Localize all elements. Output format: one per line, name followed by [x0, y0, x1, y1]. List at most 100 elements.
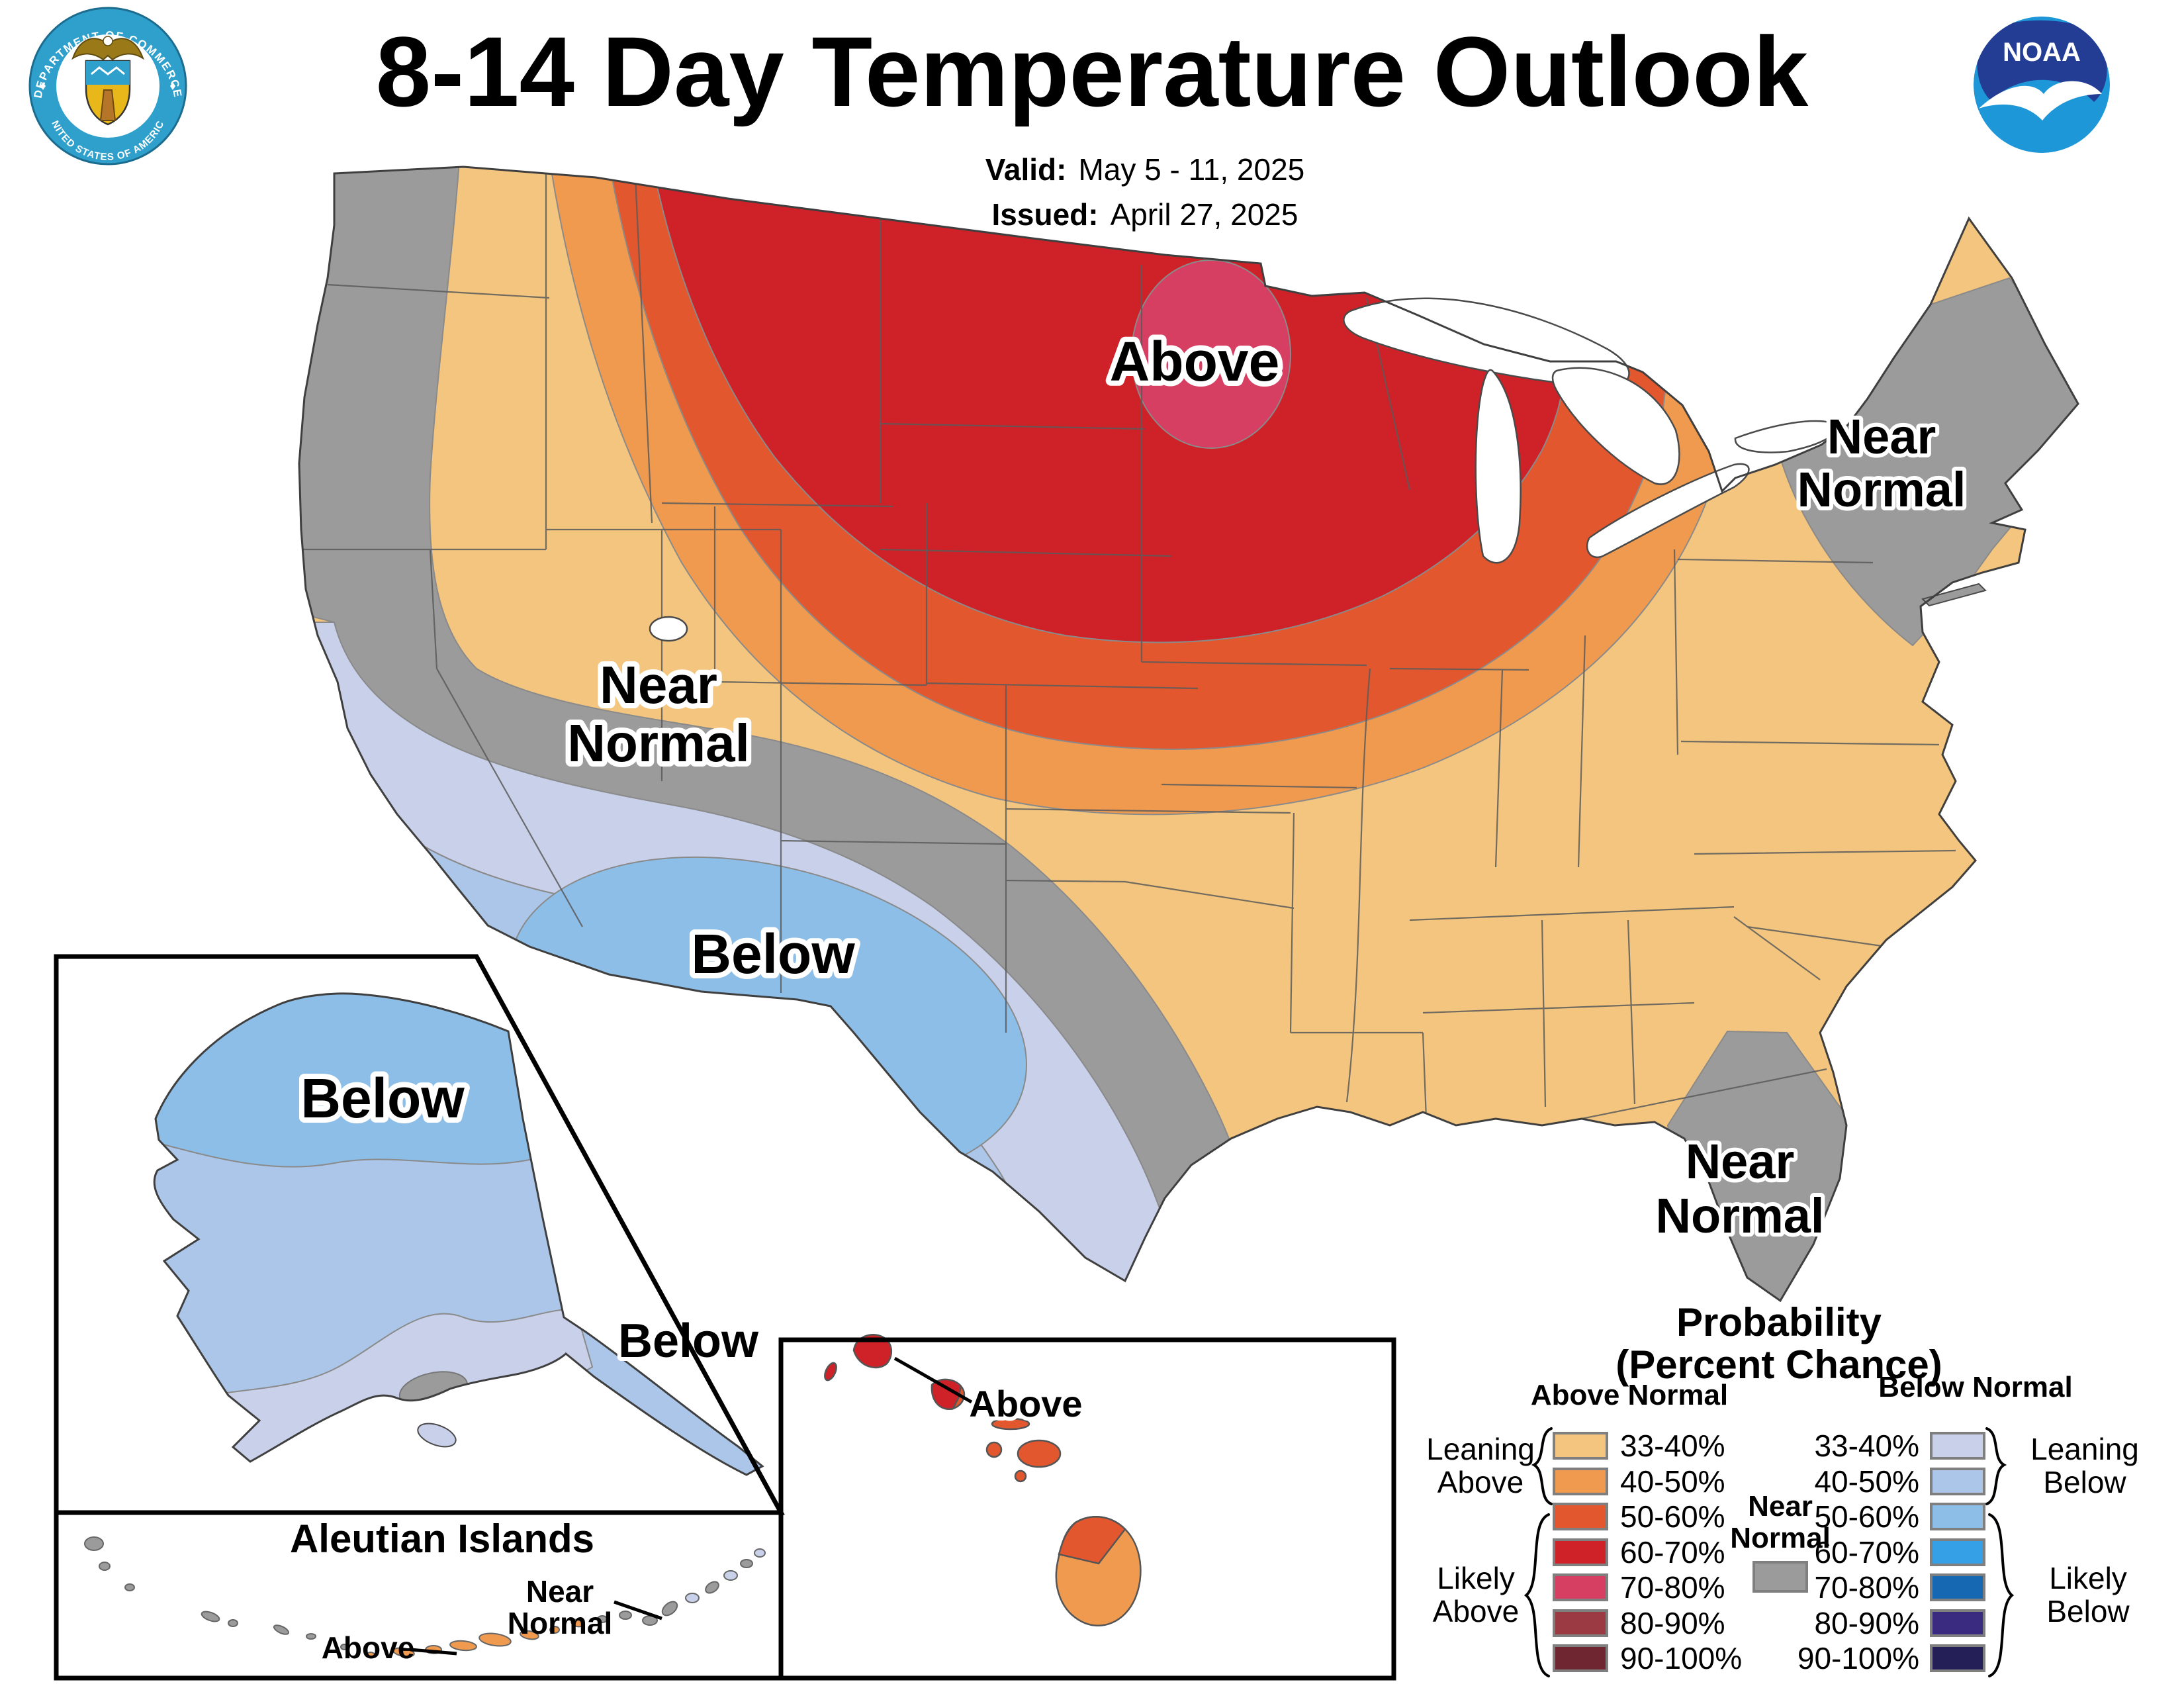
- header: 8-14 Day Temperature Outlook Valid: May 5…: [376, 16, 1809, 232]
- noaa-logo-icon: NOAA: [1974, 17, 2110, 153]
- lake-michigan: [1475, 369, 1522, 564]
- label-aleutian-near-normal-line1: Near: [526, 1574, 594, 1609]
- range-below-4: 70-80%: [1814, 1570, 1919, 1605]
- valid-label: Valid:: [985, 152, 1067, 187]
- department-of-commerce-seal-icon: DEPARTMENT OF COMMERCE UNITED STATES OF …: [0, 0, 187, 165]
- aleutian-inset: Aleutian Islands Near Normal Above: [84, 1517, 766, 1665]
- label-below-southwest: Below: [691, 923, 855, 985]
- kahoolawe: [1014, 1470, 1027, 1483]
- swatch-below-50-60: [1930, 1503, 1985, 1530]
- legend-leaning-below-line2: Below: [2043, 1465, 2126, 1499]
- label-near-normal-northeast-line1: Near: [1827, 409, 1936, 464]
- great-salt-lake: [649, 616, 688, 642]
- lanai: [985, 1441, 1003, 1458]
- kauai: [852, 1334, 893, 1369]
- brace-leaning-above: [1531, 1427, 1553, 1505]
- legend-below-header: Below Normal: [1878, 1371, 2072, 1403]
- range-below-3: 60-70%: [1814, 1535, 1919, 1570]
- state-borders: [299, 173, 1956, 1120]
- legend-near-normal-line1: Near: [1748, 1490, 1813, 1523]
- legend: Probability (Percent Chance) Above Norma…: [1426, 1300, 2139, 1677]
- lake-ontario: [1734, 420, 1837, 453]
- seal-eagle-icon: [71, 38, 144, 61]
- niihau: [824, 1362, 837, 1382]
- legend-title-line2: (Percent Chance): [1615, 1342, 1942, 1387]
- label-near-normal-florida-line2: Normal: [1656, 1188, 1825, 1243]
- aleutian-above-pointer-line: [410, 1648, 457, 1656]
- label-near-normal-west-line2: Normal: [567, 714, 750, 773]
- region-above-70-80: [1131, 259, 1291, 449]
- valid-line: Valid: May 5 - 11, 2025: [985, 152, 1305, 187]
- swatch-below-33-40: [1930, 1432, 1985, 1460]
- range-below-6: 90-100%: [1797, 1641, 1919, 1675]
- brace-likely-below: [1988, 1513, 2015, 1677]
- swatch-below-40-50: [1930, 1468, 1985, 1495]
- range-above-5: 80-90%: [1620, 1606, 1725, 1640]
- swatch-below-90-100: [1930, 1644, 1985, 1672]
- seal-ship-icon: [91, 66, 125, 75]
- long-island: [1921, 583, 1987, 607]
- lake-huron: [1551, 367, 1680, 485]
- aleutian-near-normal-pointer-line: [614, 1600, 662, 1620]
- swatch-below-80-90: [1930, 1609, 1985, 1637]
- seal-star-icon: [40, 82, 46, 90]
- range-above-6: 90-100%: [1620, 1641, 1742, 1675]
- legend-leaning-below-line1: Leaning: [2030, 1432, 2139, 1466]
- hawaii-inset: Above: [824, 1334, 1142, 1627]
- alaska-region-below-50-60: [154, 993, 597, 1168]
- legend-likely-above-line2: Above: [1433, 1594, 1519, 1628]
- label-near-normal-florida-line1: Near: [1686, 1134, 1795, 1189]
- legend-leaning-above-line2: Above: [1437, 1465, 1524, 1499]
- legend-above-header: Above Normal: [1531, 1379, 1728, 1411]
- alaska-inset: Below Below: [153, 992, 764, 1476]
- issued-line: Issued: April 27, 2025: [992, 197, 1298, 232]
- seal-star-icon: [170, 82, 175, 90]
- swatch-above-60-70: [1553, 1538, 1608, 1566]
- range-above-0: 33-40%: [1620, 1429, 1725, 1463]
- swatch-above-50-60: [1553, 1503, 1608, 1530]
- label-alaska-below-north: Below: [300, 1067, 465, 1129]
- noaa-logo-text: NOAA: [2003, 38, 2081, 67]
- swatch-above-33-40: [1553, 1432, 1608, 1460]
- legend-likely-below-line2: Below: [2046, 1594, 2130, 1628]
- usa-outline: [298, 165, 2079, 1303]
- range-above-2: 50-60%: [1620, 1499, 1725, 1534]
- legend-title-line1: Probability: [1676, 1300, 1882, 1344]
- range-below-0: 33-40%: [1814, 1429, 1919, 1463]
- legend-leaning-above-line1: Leaning: [1426, 1432, 1535, 1466]
- range-above-1: 40-50%: [1620, 1464, 1725, 1499]
- page-title: 8-14 Day Temperature Outlook: [376, 16, 1809, 127]
- lake-erie: [1586, 463, 1750, 558]
- issued-label: Issued:: [992, 197, 1099, 232]
- swatch-near-normal: [1752, 1561, 1808, 1593]
- label-above-main: Above: [1110, 330, 1280, 393]
- maui: [1017, 1439, 1062, 1468]
- brace-likely-above: [1524, 1513, 1550, 1677]
- label-near-normal-northeast-line2: Normal: [1797, 462, 1966, 517]
- swatch-below-70-80: [1930, 1573, 1985, 1601]
- kodiak-island: [417, 1423, 457, 1448]
- aleutian-islands: [84, 1536, 766, 1658]
- label-aleutian-title: Aleutian Islands: [290, 1517, 594, 1561]
- legend-likely-below-line1: Likely: [2049, 1561, 2127, 1595]
- molokai: [991, 1417, 1030, 1430]
- swatch-above-40-50: [1553, 1468, 1608, 1495]
- label-hawaii-above: Above: [969, 1383, 1082, 1425]
- hawaii-above-pointer-line: [893, 1356, 973, 1404]
- seal-lighthouse-icon: [99, 89, 116, 121]
- brace-leaning-below: [1985, 1427, 2007, 1505]
- swatch-above-70-80: [1553, 1573, 1608, 1601]
- noaa-seagull-icon: [1979, 81, 2102, 120]
- range-below-2: 50-60%: [1814, 1499, 1919, 1534]
- range-above-3: 60-70%: [1620, 1535, 1725, 1570]
- legend-below-swatches: 33-40% 40-50% 50-60% 60-70% 70-80% 80-90…: [1797, 1429, 1985, 1675]
- label-aleutian-near-normal-line2: Normal: [508, 1606, 612, 1640]
- legend-above-swatches: 33-40% 40-50% 50-60% 60-70% 70-80% 80-90…: [1553, 1429, 1742, 1675]
- swatch-above-80-90: [1553, 1609, 1608, 1637]
- label-near-normal-west-line1: Near: [600, 655, 717, 714]
- range-below-5: 80-90%: [1814, 1606, 1919, 1640]
- issued-value: April 27, 2025: [1111, 197, 1298, 232]
- valid-value: May 5 - 11, 2025: [1078, 152, 1304, 187]
